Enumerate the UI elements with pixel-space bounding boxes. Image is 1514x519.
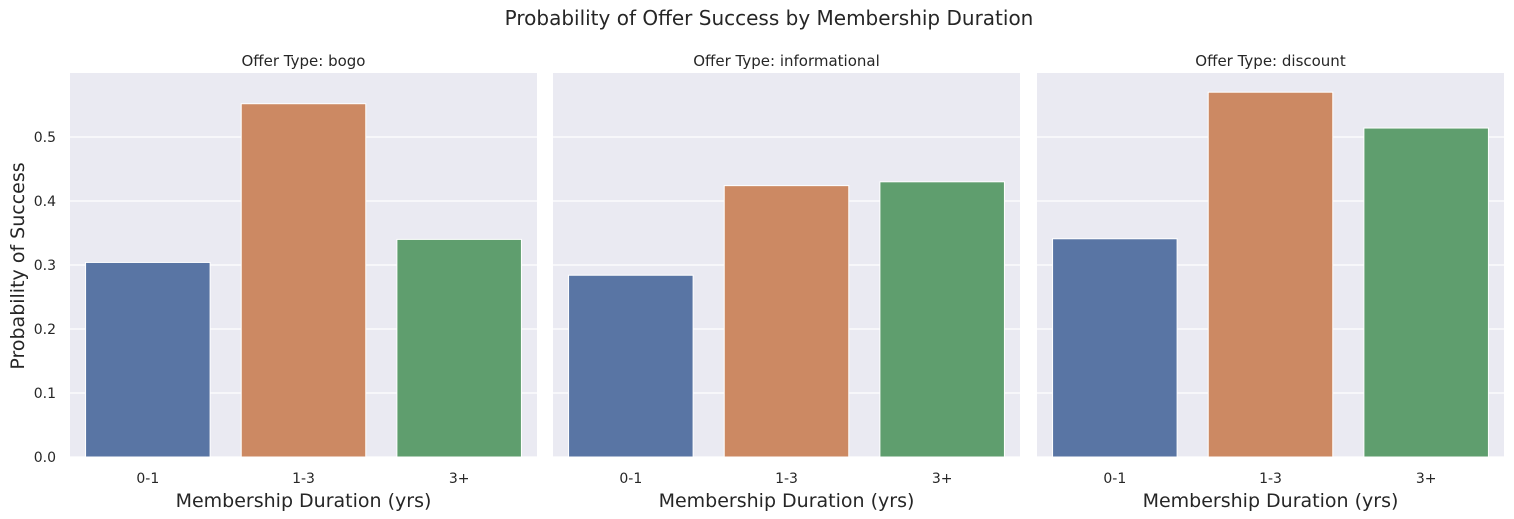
y-tick-label: 0.1 [34, 386, 56, 402]
bar-3+ [396, 238, 522, 458]
x-tick-label: 1-3 [292, 471, 315, 487]
y-axis-label: Probability of Success [7, 162, 29, 369]
x-axis-label: Membership Duration (yrs) [176, 490, 432, 512]
x-tick-label: 0-1 [136, 471, 159, 487]
facet-title: Offer Type: bogo [242, 52, 366, 70]
facet-panel-1: Offer Type: bogo 0-1 1-3 3+ Membership Durat… [70, 52, 537, 512]
bar-0-1 [568, 274, 694, 458]
bar-1-3 [240, 103, 367, 458]
chart-suptitle: Probability of Offer Success by Membersh… [505, 6, 1034, 30]
bar-3+ [879, 181, 1005, 458]
x-tick-label: 3+ [932, 471, 953, 487]
y-tick-label: 0.3 [34, 258, 56, 274]
facet-title: Offer Type: discount [1195, 52, 1346, 70]
x-tick-label: 3+ [1416, 471, 1437, 487]
x-tick-label: 0-1 [619, 471, 642, 487]
bar-0-1 [85, 261, 211, 458]
y-tick-label: 0.0 [34, 450, 56, 466]
y-tick-label: 0.4 [34, 194, 56, 210]
x-axis-label: Membership Duration (yrs) [659, 490, 915, 512]
x-tick-label: 3+ [449, 471, 470, 487]
y-tick-label: 0.5 [34, 130, 56, 146]
x-tick-label: 1-3 [775, 471, 798, 487]
y-tick-label: 0.2 [34, 322, 56, 338]
bar-0-1 [1052, 238, 1178, 458]
x-tick-label: 1-3 [1259, 471, 1282, 487]
facet-title: Offer Type: informational [693, 52, 880, 70]
bar-1-3 [1207, 91, 1334, 458]
facet-panels: Offer Type: bogo 0-1 1-3 3+ Membership Durat… [34, 52, 1504, 512]
x-tick-label: 0-1 [1103, 471, 1126, 487]
bar-3+ [1363, 127, 1489, 458]
x-axis-label: Membership Duration (yrs) [1143, 490, 1399, 512]
facet-panel-2: Offer Type: informational 0-1 1-3 3+ Members… [553, 52, 1020, 512]
bar-1-3 [723, 185, 850, 458]
facet-panel-3: Offer Type: discount 0-1 1-3 3+ Membership D… [1037, 52, 1504, 512]
